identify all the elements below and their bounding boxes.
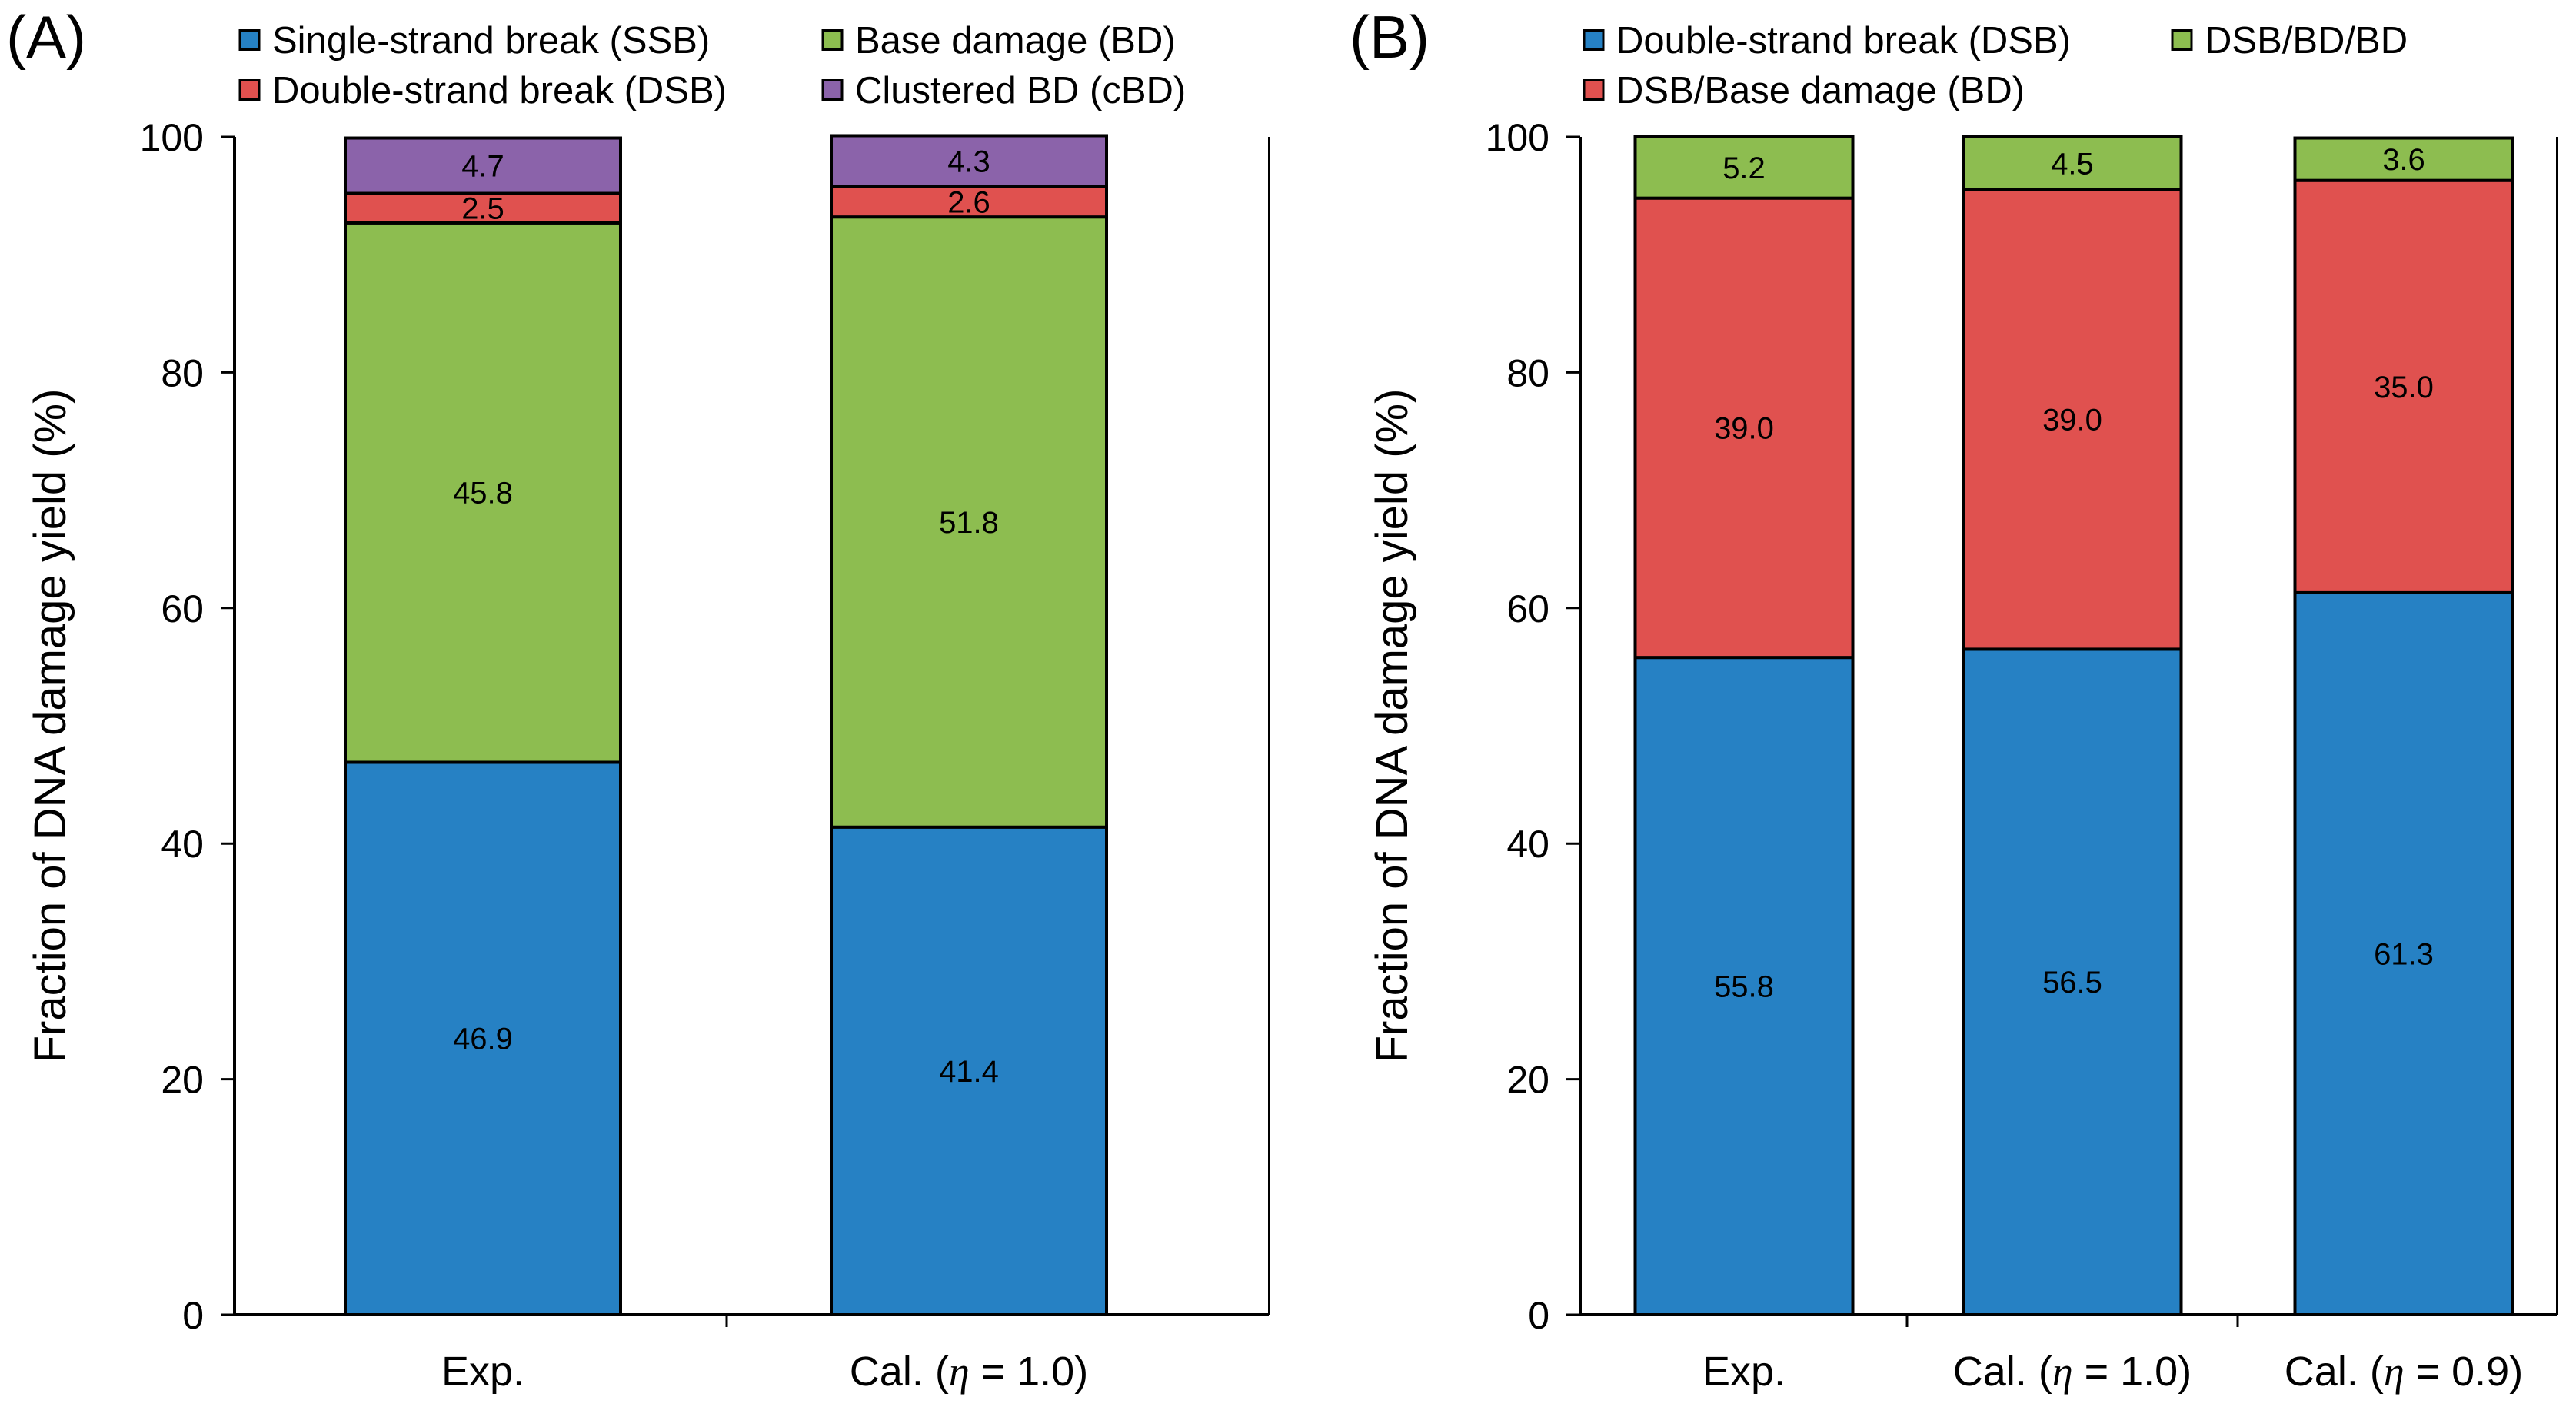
panel-b-y-tick-label: 80 xyxy=(1506,351,1549,394)
panel-b-y-axis-title: Fraction of DNA damage yield (%) xyxy=(1367,389,1417,1063)
panel-a-legend-swatch xyxy=(238,29,261,51)
panel-b-data-label: 5.2 xyxy=(1722,151,1766,185)
panel-a-legend-label: Base damage (BD) xyxy=(855,20,1176,62)
panel-a-y-tick-label: 80 xyxy=(161,351,204,394)
panel-b-data-label: 35.0 xyxy=(2374,371,2434,404)
panel-b-data-label: 55.8 xyxy=(1714,970,1774,1004)
panel-a-bar-segment xyxy=(344,191,622,225)
panel-a-data-label: 4.3 xyxy=(947,145,990,178)
panel-a-bar-segment xyxy=(830,215,1108,829)
panel-b-bar-segment xyxy=(2293,178,2514,594)
panel-b-legend-swatch xyxy=(1583,79,1605,101)
panel-b-legend-label: DSB/Base damage (BD) xyxy=(1616,70,2025,111)
panel-a-legend-swatch xyxy=(821,79,844,101)
panel-a-data-label: 51.8 xyxy=(939,506,999,540)
panel-b-y-tick-label: 100 xyxy=(1486,116,1549,159)
panel-b-legend-label: Double-strand break (DSB) xyxy=(1616,20,2071,62)
panel-a-legend-label: Single-strand break (SSB) xyxy=(272,20,710,62)
panel-a-bar-segment xyxy=(830,185,1108,219)
panel-b-x-tick-label: Cal. (η = 1.0) xyxy=(1953,1349,2192,1395)
panel-b-data-label: 56.5 xyxy=(2042,966,2102,1000)
panel-a-bar-segment xyxy=(344,221,622,764)
panel-b-bar-segment xyxy=(1633,656,1855,1316)
panel-b-y-tick-label: 40 xyxy=(1506,823,1549,866)
panel-a-y-axis-title: Fraction of DNA damage yield (%) xyxy=(25,389,75,1063)
panel-b-x-tick-label: Exp. xyxy=(1702,1349,1786,1395)
panel-a-data-label: 41.4 xyxy=(939,1055,999,1089)
panel-a-x-tick-label: Exp. xyxy=(441,1349,524,1395)
panel-a-bar-segment xyxy=(830,134,1108,188)
panel-b-bar-segment xyxy=(1633,196,1855,660)
panel-b-bar-segment xyxy=(2293,590,2514,1316)
panel-a-legend-label: Double-strand break (DSB) xyxy=(272,70,727,111)
panel-a-y-tick-label: 60 xyxy=(161,587,204,630)
panel-a-data-label: 46.9 xyxy=(453,1023,513,1056)
panel-a-y-tick-label: 0 xyxy=(182,1294,204,1337)
panel-b-data-label: 39.0 xyxy=(2042,404,2102,437)
panel-a-bar-segment xyxy=(830,825,1108,1316)
panel-b-legend-label: DSB/BD/BD xyxy=(2205,20,2408,62)
panel-b-y-tick-label: 20 xyxy=(1506,1059,1549,1102)
panel-b-data-label: 39.0 xyxy=(1714,411,1774,445)
panel-a-x-tick-label: Cal. (η = 1.0) xyxy=(850,1349,1088,1395)
panel-a-data-label: 2.6 xyxy=(947,185,990,219)
panel-a-y-tick-label: 40 xyxy=(161,823,204,866)
panel-b-data-label: 61.3 xyxy=(2374,937,2434,971)
panel-b-label: (B) xyxy=(1350,3,1429,71)
panel-a-data-label: 45.8 xyxy=(453,477,513,511)
panel-a-bar-segment xyxy=(344,136,622,195)
panel-b-legend-swatch xyxy=(1583,29,1605,51)
panel-a-data-label: 2.5 xyxy=(461,192,504,226)
panel-a-y-tick-label: 100 xyxy=(140,116,204,159)
panel-b-legend-swatch xyxy=(2171,29,2193,51)
panel-b-data-label: 4.5 xyxy=(2051,147,2094,181)
panel-b-bar-segment xyxy=(1962,647,2183,1316)
panel-a-legend-swatch xyxy=(238,79,261,101)
panel-a-data-label: 4.7 xyxy=(461,150,504,184)
panel-a-label: (A) xyxy=(6,3,86,71)
panel-b-data-label: 3.6 xyxy=(2382,143,2425,177)
panel-b-bar-segment xyxy=(1962,135,2183,191)
panel-b-y-tick-label: 0 xyxy=(1528,1294,1549,1337)
panel-a-legend-swatch xyxy=(821,29,844,51)
panel-b-bar-segment xyxy=(1633,135,1855,200)
panel-b-x-tick-label: Cal. (η = 0.9) xyxy=(2285,1349,2523,1395)
panel-a-y-tick-label: 20 xyxy=(161,1059,204,1102)
panel-b-y-tick-label: 60 xyxy=(1506,587,1549,630)
panel-a-legend-label: Clustered BD (cBD) xyxy=(855,70,1186,111)
panel-b-bar-segment xyxy=(2293,136,2514,182)
panel-b-bar-segment xyxy=(1962,188,2183,651)
